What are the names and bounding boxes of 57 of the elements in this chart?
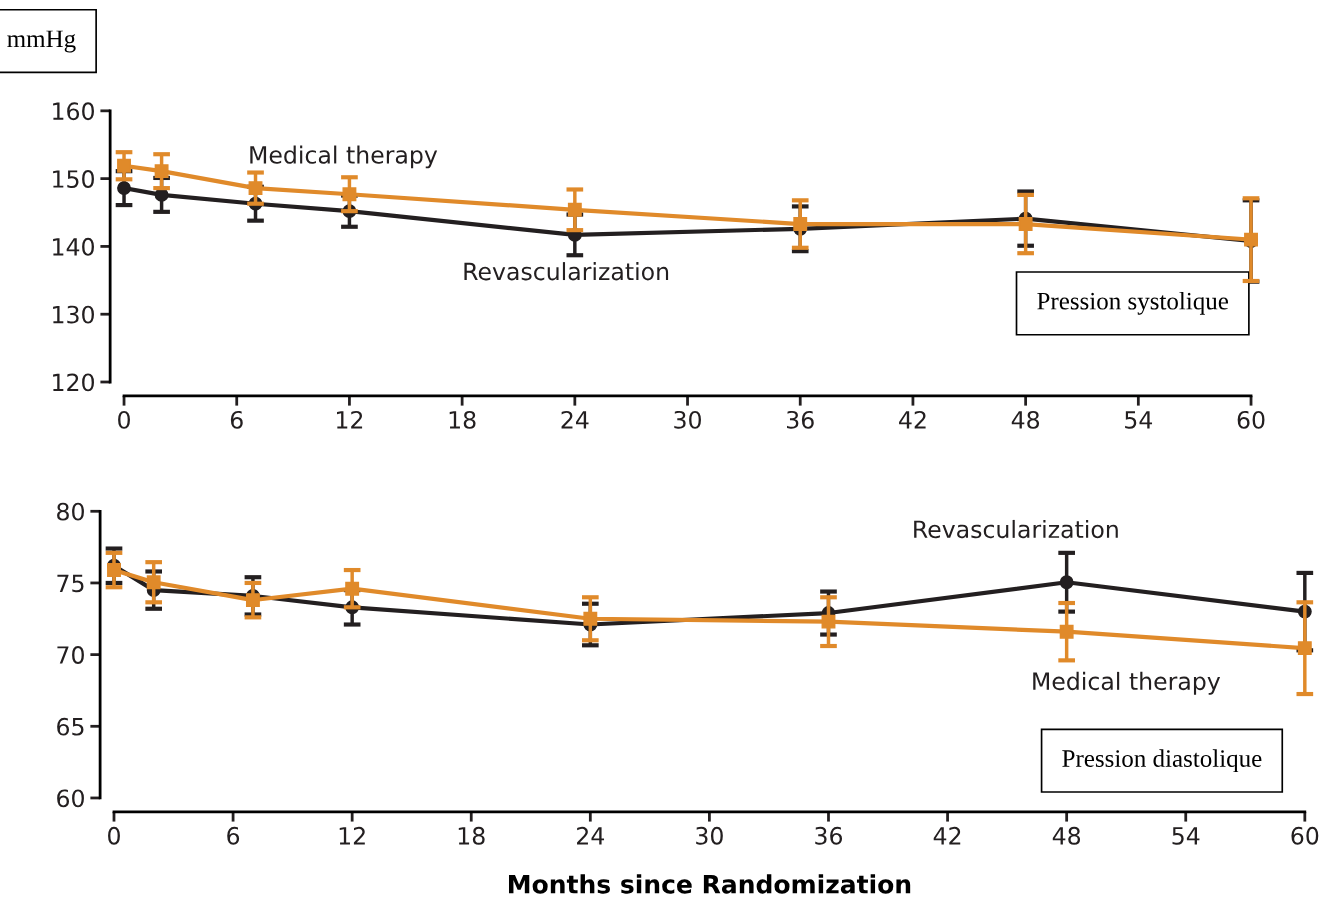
y-tick-label: 120 — [53, 373, 94, 392]
point — [117, 181, 131, 196]
y-tick-label: 160 — [53, 102, 94, 121]
y-tick-label: 150 — [53, 170, 94, 188]
text: Revascularization — [914, 519, 1118, 539]
x-tick-label: 6 — [227, 826, 240, 845]
point — [245, 593, 260, 608]
y-tick-label: 130 — [53, 305, 94, 324]
point — [342, 187, 357, 202]
point — [154, 164, 169, 179]
x-tick-label: 24 — [577, 826, 605, 845]
x-tick-label: 60 — [1291, 826, 1319, 845]
x-tick-label: 54 — [1172, 827, 1200, 845]
x-tick-label: 30 — [696, 826, 723, 845]
y-tick-label: 65 — [57, 717, 84, 736]
point — [117, 158, 131, 173]
x-tick-label: 48 — [1011, 410, 1040, 429]
x-tick-label: 6 — [230, 410, 243, 429]
x-tick-label: 30 — [674, 410, 701, 429]
point — [821, 614, 836, 629]
x-tick-label: 48 — [1052, 826, 1081, 845]
x-tick-label: 12 — [339, 826, 365, 845]
y-tick-label: 60 — [57, 789, 84, 808]
annotation: Pression diastolique — [1062, 749, 1262, 773]
series-label: Medical therapy — [250, 145, 438, 169]
point — [793, 217, 808, 231]
x-tick-label: 0 — [108, 826, 120, 845]
annotation: Pression systolique — [1037, 291, 1229, 315]
x-tick-label: 12 — [337, 410, 363, 429]
point — [345, 581, 360, 596]
point — [107, 563, 121, 577]
point — [1059, 575, 1074, 590]
series-label: Revascularization — [464, 262, 669, 281]
point — [583, 611, 598, 626]
point — [1018, 217, 1033, 231]
y-tick-label: 75 — [57, 574, 84, 593]
text: mmHg — [7, 30, 76, 53]
x-axis-title: Months since Randomization — [508, 874, 911, 894]
point — [1059, 624, 1074, 639]
y-tick-label: 140 — [53, 237, 94, 256]
x-tick-label: 36 — [815, 826, 843, 845]
x-tick-label: 42 — [899, 410, 926, 429]
x-tick-label: 18 — [449, 410, 476, 429]
x-tick-label: 36 — [787, 410, 814, 429]
x-tick-label: 60 — [1237, 410, 1265, 429]
y-tick-label: 70 — [57, 646, 84, 664]
point — [1297, 641, 1312, 656]
x-tick-label: 42 — [933, 826, 961, 845]
x-tick-label: 24 — [561, 410, 589, 429]
point — [567, 202, 582, 217]
x-tick-label: 54 — [1125, 411, 1153, 429]
series-label: Medical therapy — [1033, 671, 1221, 695]
x-tick-label: 18 — [458, 826, 485, 845]
point — [248, 181, 263, 196]
point — [146, 575, 161, 590]
x-tick-label: 0 — [118, 410, 130, 429]
y-tick-label: 80 — [57, 502, 84, 521]
